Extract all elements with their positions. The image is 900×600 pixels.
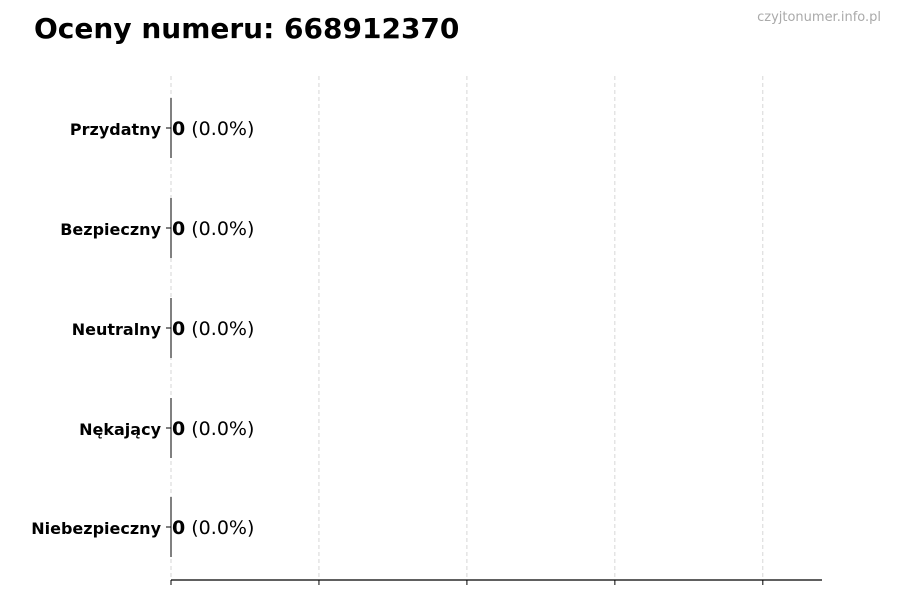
- watermark: czyjtonumer.info.pl: [757, 10, 881, 25]
- value-count: 0: [172, 318, 185, 340]
- category-label: Niebezpieczny: [31, 519, 161, 538]
- data-label: 0 (0.0%): [172, 418, 254, 440]
- data-label: 0 (0.0%): [172, 218, 254, 240]
- value-percent: (0.0%): [185, 318, 254, 340]
- data-label: 0 (0.0%): [172, 318, 254, 340]
- category-label: Neutralny: [72, 320, 162, 339]
- category-label: Przydatny: [70, 120, 162, 139]
- chart-title: Oceny numeru: 668912370: [34, 12, 460, 45]
- value-percent: (0.0%): [185, 118, 254, 140]
- value-percent: (0.0%): [185, 517, 254, 539]
- value-count: 0: [172, 418, 185, 440]
- category-label: Bezpieczny: [60, 220, 161, 239]
- value-count: 0: [172, 517, 185, 539]
- value-count: 0: [172, 218, 185, 240]
- value-percent: (0.0%): [185, 218, 254, 240]
- value-percent: (0.0%): [185, 418, 254, 440]
- value-count: 0: [172, 118, 185, 140]
- data-label: 0 (0.0%): [172, 517, 254, 539]
- category-label: Nękający: [79, 420, 161, 439]
- data-label: 0 (0.0%): [172, 118, 254, 140]
